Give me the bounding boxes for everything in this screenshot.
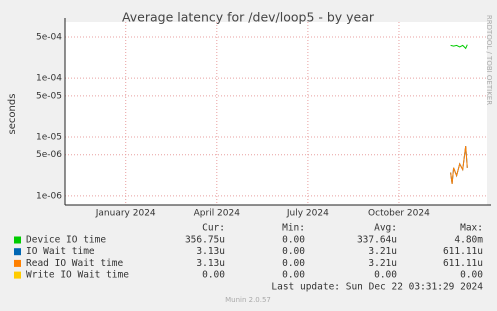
x-tick-label: October 2024	[368, 209, 430, 219]
legend-value: 337.64u	[357, 235, 397, 246]
legend-label: Write IO Wait time	[26, 270, 129, 281]
legend-value: 3.21u	[368, 258, 397, 269]
footer: Munin 2.0.57	[225, 296, 271, 304]
y-tick-label: 5e-04	[36, 33, 62, 43]
legend-value: 0.00	[202, 270, 225, 281]
legend-value: 0.00	[282, 258, 305, 269]
legend-value: 611.11u	[443, 246, 483, 257]
series-line	[450, 146, 468, 184]
legend-value: 356.75u	[185, 235, 225, 246]
series-line	[450, 44, 468, 50]
chart-title: Average latency for /dev/loop5 - by year	[122, 10, 375, 25]
x-tick-label: January 2024	[95, 209, 156, 219]
legend-swatch	[14, 248, 21, 256]
legend-value: 0.00	[374, 270, 397, 281]
legend-value: 4.80m	[454, 235, 483, 246]
y-tick-label: 1e-06	[36, 191, 62, 201]
legend-label: Read IO Wait time	[26, 258, 124, 269]
legend-swatch	[14, 236, 21, 244]
legend-label: Device IO time	[26, 235, 106, 246]
legend-value: 0.00	[460, 270, 483, 281]
legend-value: 0.00	[282, 246, 305, 257]
y-tick-label: 5e-06	[36, 150, 62, 160]
legend-header: Max:	[460, 223, 483, 234]
y-tick-label: 1e-05	[36, 133, 62, 143]
legend-value: 3.21u	[368, 246, 397, 257]
legend-swatch	[14, 259, 21, 267]
last-update: Last update: Sun Dec 22 03:31:29 2024	[271, 282, 483, 293]
y-axis-label: seconds	[7, 94, 18, 135]
y-tick-label: 1e-04	[36, 74, 62, 84]
legend-value: 611.11u	[443, 258, 483, 269]
legend-value: 3.13u	[196, 246, 225, 257]
legend-header: Avg:	[374, 223, 397, 234]
legend-label: IO Wait time	[26, 246, 95, 257]
legend-value: 3.13u	[196, 258, 225, 269]
legend-header: Cur:	[202, 223, 225, 234]
x-tick-label: April 2024	[194, 209, 241, 219]
legend-header: Min:	[282, 223, 305, 234]
side-text: RRDTOOL / TOBI OETIKER	[485, 15, 493, 105]
y-tick-label: 5e-05	[36, 91, 62, 101]
legend-swatch	[14, 271, 21, 279]
x-tick-label: July 2024	[286, 209, 329, 219]
legend-value: 0.00	[282, 270, 305, 281]
plot-area	[65, 22, 487, 205]
legend-value: 0.00	[282, 235, 305, 246]
